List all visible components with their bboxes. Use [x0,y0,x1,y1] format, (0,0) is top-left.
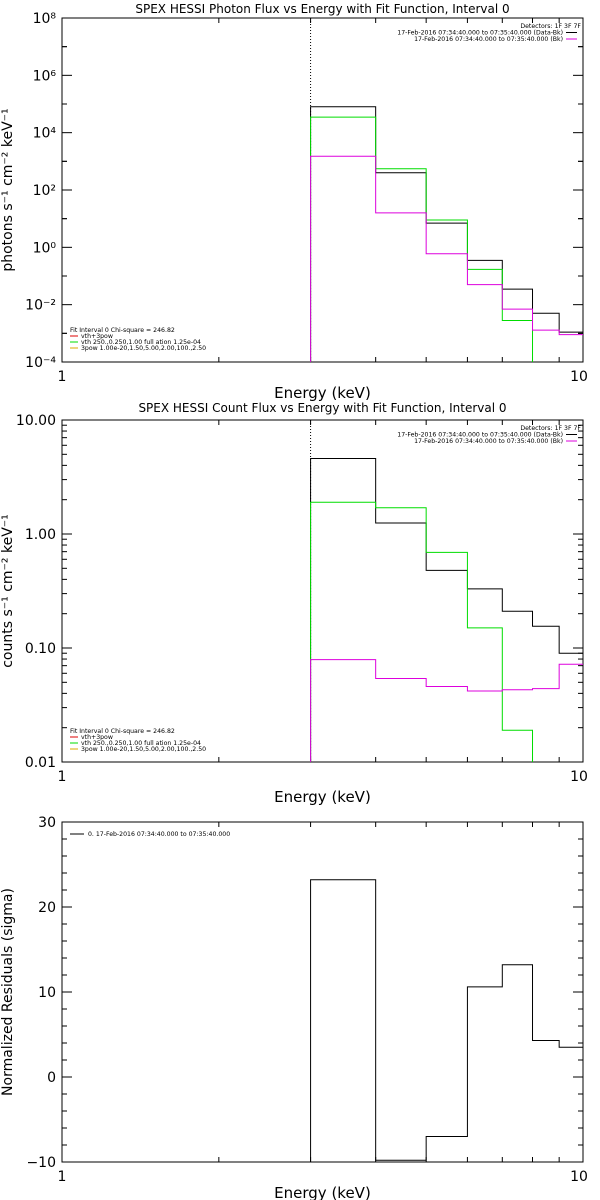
legend-entry: vth+3pow [81,734,113,741]
y-tick-label: 10² [33,183,56,199]
legend-fit-info: Fit Interval 0 Chi-square = 246.82 [70,728,175,735]
y-tick-label: 10⁰ [33,240,57,256]
y-tick-label: 10⁻⁴ [25,355,56,371]
x-tick-label: 10 [570,769,588,785]
series-group [310,457,583,762]
legend-entry: 17-Feb-2016 07:34:40.000 to 07:35:40.000… [414,36,563,43]
legend-entry: 17-Feb-2016 07:34:40.000 to 07:35:40.000… [397,432,563,439]
legend-entry: vth 250.,0.250,1.00 full ation 1.25e-04 [81,339,201,346]
legend-bottom: Fit Interval 0 Chi-square = 246.82vth+3p… [70,327,206,352]
legend-entry: vth 250.,0.250,1.00 full ation 1.25e-04 [81,740,201,747]
x-axis-label: Energy (keV) [274,384,371,402]
legend-entry: 17-Feb-2016 07:34:40.000 to 07:35:40.000… [397,30,563,37]
series-group [310,879,583,1162]
plot-frame [61,17,584,363]
x-axis-label: Energy (keV) [274,1184,371,1200]
y-axis-label: photons s⁻¹ cm⁻² keV⁻¹ [0,108,16,271]
legend-entry: vth+3pow [81,333,113,340]
y-tick-label-top: 10⁸ [33,11,57,27]
series-line-2 [310,116,534,362]
legend-entry: 0. 17-Feb-2016 07:34:40.000 to 07:35:40.… [88,831,230,838]
series-line-1 [310,879,583,1162]
chart-title: SPEX HESSI Count Flux vs Energy with Fit… [138,401,506,415]
chart-panel-1: SPEX HESSI Photon Flux vs Energy with Fi… [0,2,588,402]
y-tick-label: 10.00 [16,413,56,429]
plot-frame [61,419,584,763]
series-line-1 [310,457,583,762]
y-tick-label: 10 [38,985,56,1001]
y-axis-label: Normalized Residuals (sigma) [0,888,16,1096]
legend-entry: 3pow 1.00e-20,1.50,5.00,2.00,100.,2.50 [81,746,206,753]
y-axis-ticks [62,419,583,763]
series-group [310,106,583,362]
series-line-1 [310,106,583,362]
legend-bottom: Fit Interval 0 Chi-square = 246.82vth+3p… [70,728,206,753]
y-axis-ticks [62,821,583,1163]
y-tick-label: 0.01 [25,755,56,771]
series-line-2 [310,501,534,762]
y-tick-label: 10⁻² [25,298,56,314]
y-tick-label: 30 [38,815,56,831]
series-line-3 [310,155,583,362]
legend-detectors: Detectors: 1F 3F 7F [520,425,581,432]
y-tick-label: 10⁶ [33,68,57,84]
x-tick-label: 1 [58,369,67,385]
series-line-3 [310,659,583,762]
x-tick-label: 1 [58,769,67,785]
chart-panel-3: 1 10 −10 0 10 20 30 Energy (keV) Normalized Resi… [0,815,588,1200]
plot-frame [61,821,584,1163]
x-axis-label: Energy (keV) [274,788,371,806]
x-axis-ticks [61,18,584,362]
y-tick-label: 10⁴ [33,126,57,142]
legend-fit-info: Fit Interval 0 Chi-square = 246.82 [70,327,175,334]
chart-panel-2: SPEX HESSI Count Flux vs Energy with Fit… [0,401,588,806]
x-tick-label: 1 [58,1169,67,1185]
y-tick-label: 0 [47,1070,56,1086]
y-tick-label: 1.00 [25,527,56,543]
x-tick-label: 10 [570,369,588,385]
chart-title: SPEX HESSI Photon Flux vs Energy with Fi… [135,2,509,16]
x-axis-ticks [61,822,584,1162]
y-tick-label: 20 [38,900,56,916]
y-tick-label: −10 [26,1155,56,1171]
legend-entry: 17-Feb-2016 07:34:40.000 to 07:35:40.000… [414,438,563,445]
x-tick-label: 10 [570,1169,588,1185]
legend-top: 0. 17-Feb-2016 07:34:40.000 to 07:35:40.… [70,831,230,838]
legend-entry: 3pow 1.00e-20,1.50,5.00,2.00,100.,2.50 [81,345,206,352]
y-axis-ticks [62,17,583,363]
y-tick-label: 0.10 [25,641,56,657]
x-axis-ticks [61,420,584,762]
y-axis-label: counts s⁻¹ cm⁻² keV⁻¹ [0,514,16,668]
legend-detectors: Detectors: 1F 3F 7F [520,23,581,30]
